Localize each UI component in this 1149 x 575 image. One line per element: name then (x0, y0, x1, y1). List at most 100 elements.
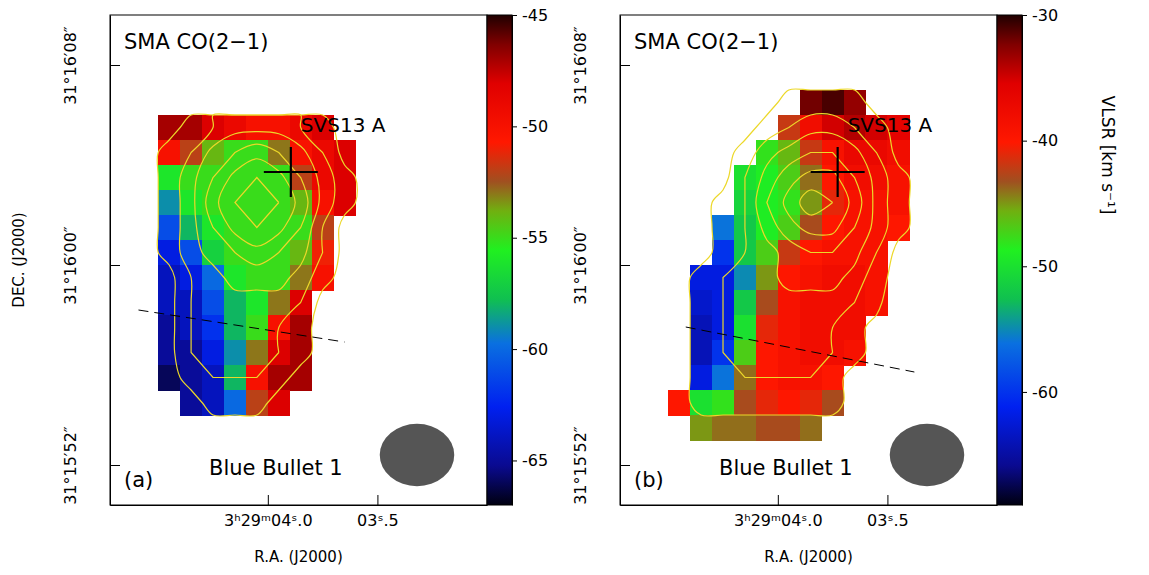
y-tick-mark (620, 65, 630, 66)
velocity-cell (690, 415, 713, 441)
velocity-cell (268, 290, 291, 316)
velocity-cell (756, 165, 779, 191)
velocity-cell (778, 190, 801, 216)
colorbar-tick-mark (1022, 15, 1027, 16)
colorbar-axis: -30-40-50-60 (1022, 6, 1058, 506)
velocity-cell (778, 340, 801, 366)
colorbar-tick-label: -65 (522, 451, 548, 470)
intensity-contour (206, 144, 308, 265)
velocity-cell (690, 265, 713, 291)
velocity-cell (202, 315, 225, 341)
velocity-cell (778, 390, 801, 416)
velocity-cell (800, 390, 823, 416)
velocity-cell (800, 215, 823, 241)
colorbar-tick-label: -55 (522, 228, 548, 247)
x-axis-title: R.A. (J2000) (764, 548, 853, 566)
velocity-cell (822, 265, 845, 291)
y-axis-line (620, 16, 621, 506)
colorbar-tick-mark (1022, 141, 1027, 142)
colorbar-tick-label: -60 (522, 340, 548, 359)
velocity-cell (756, 340, 779, 366)
velocity-cell (690, 365, 713, 391)
colorbar-tick: -60 (512, 340, 548, 359)
velocity-cell (822, 365, 845, 391)
velocity-cell (822, 90, 845, 116)
colorbar-tick: -45 (512, 6, 548, 25)
velocity-cell (822, 215, 845, 241)
x-axis: 3ʰ29ᵐ04ˢ.003ˢ.5 (621, 495, 998, 530)
velocity-cell (690, 390, 713, 416)
x-tick-label: 3ʰ29ᵐ04ˢ.0 (734, 511, 823, 530)
velocity-cell (246, 340, 269, 366)
velocity-cell (844, 90, 867, 116)
intensity-contour (800, 190, 833, 215)
y-tick: 31°16′00″ (571, 226, 630, 305)
velocity-cell (224, 165, 247, 191)
velocity-cell (290, 340, 313, 366)
velocity-cell (756, 290, 779, 316)
velocity-cell (734, 265, 757, 291)
velocity-cell (158, 115, 181, 141)
velocity-cell (180, 365, 203, 391)
velocity-cell (180, 190, 203, 216)
velocity-cell (844, 240, 867, 266)
beam (380, 424, 455, 487)
source-cross-v (290, 147, 292, 197)
y-tick-mark (110, 265, 120, 266)
velocity-cell (268, 365, 291, 391)
plot-area (668, 89, 964, 486)
x-tick-mark (887, 495, 888, 505)
velocity-cell (268, 215, 291, 241)
intensity-contour (783, 170, 849, 235)
x-tick: 3ʰ29ᵐ04ˢ.0 (734, 495, 823, 530)
velocity-cell (887, 165, 910, 191)
colorbar-tick-mark (512, 460, 517, 461)
velocity-cell (800, 415, 823, 441)
velocity-cell (180, 215, 203, 241)
velocity-cell (756, 240, 779, 266)
velocity-cell (246, 390, 269, 416)
y-axis-line (110, 16, 111, 506)
velocity-cell (312, 190, 335, 216)
pv-cut-line (138, 310, 344, 342)
velocity-cell (690, 340, 713, 366)
colorbar-tick-mark (1022, 392, 1027, 393)
colorbar (487, 15, 512, 505)
y-tick: 31°16′08″ (571, 26, 630, 105)
velocity-cell (158, 290, 181, 316)
velocity-cell (290, 365, 313, 391)
y-axis-title: DEC. (J2000) (10, 212, 28, 307)
y-tick: 31°16′08″ (61, 26, 120, 105)
colorbar-tick: -40 (1022, 131, 1058, 150)
velocity-cell (778, 215, 801, 241)
y-tick-mark (110, 465, 120, 466)
colorbar-tick-label: -45 (522, 6, 548, 25)
colorbar-tick-mark (1022, 266, 1027, 267)
velocity-cell (202, 340, 225, 366)
velocity-cell (822, 165, 845, 191)
velocity-cell (180, 115, 203, 141)
velocity-cell (778, 415, 801, 441)
x-tick-mark (268, 495, 269, 505)
velocity-cell (822, 390, 845, 416)
colorbar-tick: -65 (512, 451, 548, 470)
beam (890, 424, 965, 487)
y-tick-mark (110, 65, 120, 66)
figure: 3ʰ29ᵐ04ˢ.003ˢ.531°16′08″31°16′00″31°15′5… (0, 0, 1149, 575)
intensity-contour (235, 178, 279, 228)
colorbar-title: VLSR [km s⁻¹] (1098, 96, 1118, 215)
intensity-contour (195, 132, 320, 291)
intensity-contour (157, 114, 357, 416)
x-tick-label: 03ˢ.5 (357, 511, 399, 530)
velocity-cell (822, 190, 845, 216)
x-tick-label: 3ʰ29ᵐ04ˢ.0 (224, 511, 313, 530)
colorbar-tick-label: -50 (1032, 257, 1058, 276)
intensity-contour (767, 153, 862, 253)
y-tick-mark (620, 265, 630, 266)
panel-title: SMA CO(2−1) (124, 30, 268, 54)
y-tick-mark (620, 465, 630, 466)
velocity-cell (224, 215, 247, 241)
velocity-cell (690, 290, 713, 316)
velocity-cell (844, 265, 867, 291)
y-tick-label: 31°15′52″ (61, 426, 80, 505)
